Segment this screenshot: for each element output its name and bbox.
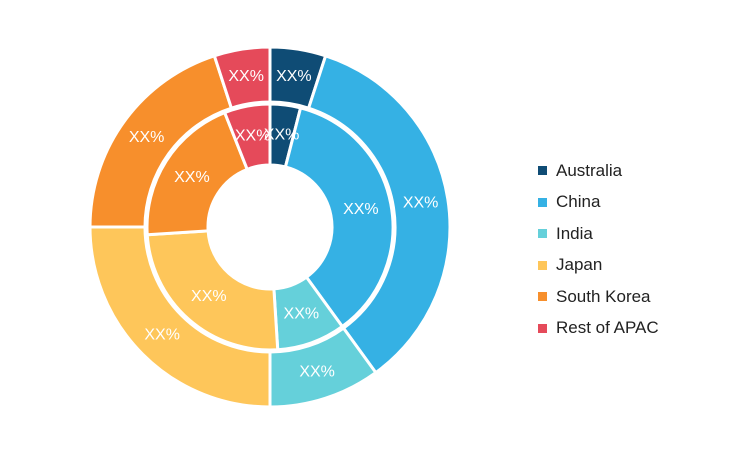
inner-ring-slice-south-korea	[145, 110, 250, 237]
legend-label: India	[556, 223, 593, 243]
inner-ring-label-south-korea: XX%	[174, 169, 210, 186]
legend-item-japan: Japan	[538, 250, 659, 282]
legend-swatch	[538, 166, 547, 176]
outer-ring-slice-china	[306, 53, 452, 375]
outer-ring-label-india: XX%	[299, 364, 335, 381]
outer-ring-label-south-korea: XX%	[129, 129, 165, 146]
legend-item-australia: Australia	[538, 155, 659, 187]
legend-label: China	[556, 192, 601, 212]
outer-ring-label-rest-of-apac: XX%	[228, 68, 264, 85]
legend-item-rest-of-apac: Rest of APAC	[538, 313, 659, 345]
inner-ring-slice-rest-of-apac	[222, 102, 272, 172]
outer-ring-label-australia: XX%	[276, 68, 312, 85]
legend-swatch	[538, 229, 547, 239]
outer-ring-label-japan: XX%	[144, 326, 180, 343]
inner-ring-label-australia: XX%	[264, 127, 300, 144]
legend-label: Rest of APAC	[556, 318, 659, 338]
legend-label: South Korea	[556, 286, 651, 306]
inner-ring-label-china: XX%	[343, 201, 379, 218]
chart-rings	[88, 45, 452, 409]
inner-ring-slice-japan	[145, 229, 280, 352]
inner-ring-label-india: XX%	[284, 306, 320, 323]
legend-swatch	[538, 260, 547, 270]
legend-label: Japan	[556, 255, 603, 275]
outer-ring-slice-rest-of-apac	[212, 45, 272, 111]
legend-item-south-korea: South Korea	[538, 281, 659, 313]
chart-labels: XX%XX%XX%XX%XX%XX%XX%XX%XX%XX%XX%XX%	[129, 68, 439, 381]
legend-item-india: India	[538, 218, 659, 250]
legend-label: Australia	[556, 160, 623, 180]
inner-ring-label-rest-of-apac: XX%	[235, 128, 271, 145]
legend-swatch	[538, 197, 547, 207]
legend: Australia China India Japan South Korea Rest …	[538, 155, 659, 344]
inner-ring-slice-china	[283, 106, 395, 329]
legend-swatch	[538, 292, 547, 302]
legend-swatch	[538, 323, 547, 333]
legend-item-china: China	[538, 187, 659, 219]
outer-ring-label-china: XX%	[403, 195, 439, 212]
inner-ring-label-japan: XX%	[191, 288, 227, 305]
